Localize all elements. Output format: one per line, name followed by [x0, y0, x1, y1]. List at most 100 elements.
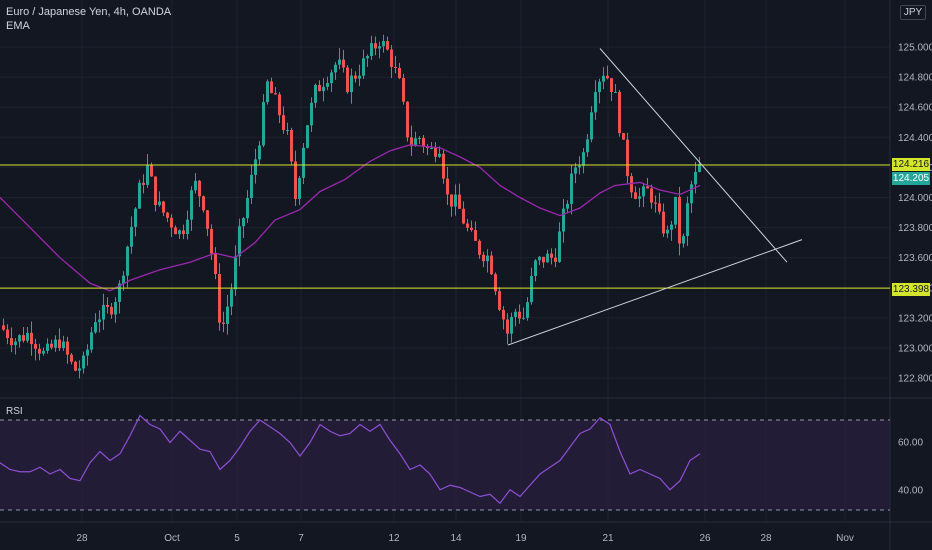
price-tick-label: 123.600	[898, 253, 932, 264]
price-tick-label: 125.000	[898, 43, 932, 54]
candle-body	[58, 339, 61, 349]
candle-body	[202, 196, 205, 211]
time-tick-label: 26	[699, 533, 711, 544]
candle-body	[454, 194, 457, 207]
candle-body	[334, 64, 337, 73]
candle-body	[522, 317, 525, 319]
candle-body	[190, 190, 193, 220]
candle-body	[442, 153, 445, 179]
candle-body	[326, 83, 329, 87]
candle-body	[426, 146, 429, 149]
ema-path	[0, 144, 701, 292]
candle-body	[338, 59, 341, 65]
candle-body	[590, 112, 593, 140]
candle-body	[294, 161, 297, 199]
candle-body	[234, 256, 237, 290]
candle-body	[102, 304, 105, 320]
rsi-label[interactable]: RSI	[6, 406, 23, 417]
candle-body	[94, 322, 97, 333]
candle-body	[98, 319, 101, 323]
candle-body	[14, 341, 17, 346]
candle-body	[682, 236, 685, 244]
rsi-panel[interactable]	[0, 414, 890, 511]
candle-body	[474, 230, 477, 241]
candle-body	[494, 274, 497, 292]
time-tick-label: 5	[234, 533, 240, 544]
candle-body	[646, 186, 649, 189]
candle-body	[274, 93, 277, 95]
candle-body	[358, 75, 361, 79]
candle-body	[206, 210, 209, 229]
rsi-tick-label: 40.00	[898, 486, 923, 497]
time-tick-label: 14	[450, 533, 462, 544]
candle-body	[250, 174, 253, 199]
ema-legend[interactable]: EMA	[6, 20, 30, 32]
resistance-price-tag: 124.216	[892, 158, 930, 171]
candlestick-series	[2, 34, 701, 379]
candle-body	[30, 332, 33, 345]
candle-body	[486, 255, 489, 262]
candle-body	[410, 137, 413, 147]
candle-body	[550, 253, 553, 258]
ema-line	[0, 144, 701, 292]
currency-button[interactable]: JPY	[900, 5, 926, 20]
candle-body	[514, 311, 517, 317]
candle-body	[418, 137, 421, 139]
candle-body	[422, 137, 425, 147]
candle-body	[602, 75, 605, 82]
candle-body	[574, 167, 577, 174]
time-tick-label: 21	[602, 533, 614, 544]
candle-body	[490, 255, 493, 275]
candle-body	[650, 188, 653, 203]
trendlines	[507, 48, 803, 346]
price-axis[interactable]: 125.000124.800124.600124.400124.200124.0…	[898, 43, 932, 497]
horizontal-levels	[0, 164, 890, 289]
rsi-tick-label: 60.00	[898, 438, 923, 449]
candle-body	[398, 68, 401, 79]
candle-body	[530, 275, 533, 303]
candle-body	[546, 253, 549, 263]
candle-body	[538, 256, 541, 261]
candle-body	[130, 226, 133, 247]
candle-body	[354, 75, 357, 79]
price-tick-label: 123.200	[898, 313, 932, 324]
candle-body	[434, 147, 437, 157]
price-tick-label: 123.800	[898, 223, 932, 234]
candle-body	[630, 176, 633, 193]
candle-body	[342, 59, 345, 68]
candle-body	[162, 201, 165, 213]
candle-body	[34, 344, 37, 349]
price-tick-label: 124.600	[898, 103, 932, 114]
candle-body	[90, 332, 93, 350]
candle-body	[698, 164, 701, 172]
candle-body	[150, 164, 153, 177]
candle-body	[458, 194, 461, 209]
candle-body	[78, 368, 81, 371]
symbol-title: Euro / Japanese Yen, 4h, OANDA	[6, 6, 172, 18]
candle-body	[282, 115, 285, 131]
candle-body	[258, 145, 261, 160]
candle-body	[366, 55, 369, 59]
candle-body	[54, 339, 57, 348]
candle-body	[50, 343, 53, 348]
candle-body	[158, 201, 161, 206]
support-price-tag: 123.398	[892, 283, 930, 296]
candle-body	[242, 218, 245, 227]
candle-body	[382, 41, 385, 47]
candle-body	[114, 301, 117, 315]
candle-body	[462, 208, 465, 224]
candle-body	[654, 202, 657, 204]
candle-body	[578, 165, 581, 168]
candle-body	[302, 147, 305, 178]
price-tick-label: 122.800	[898, 374, 932, 385]
candle-body	[290, 129, 293, 162]
candle-body	[82, 355, 85, 369]
candle-body	[610, 78, 613, 92]
candle-body	[562, 208, 565, 232]
time-axis[interactable]: 28 Oct 5 7 12 14 19 21 26 28 Nov	[76, 533, 853, 544]
candle-body	[346, 67, 349, 93]
candle-body	[194, 180, 197, 191]
candle-body	[690, 184, 693, 204]
candle-body	[678, 196, 681, 244]
